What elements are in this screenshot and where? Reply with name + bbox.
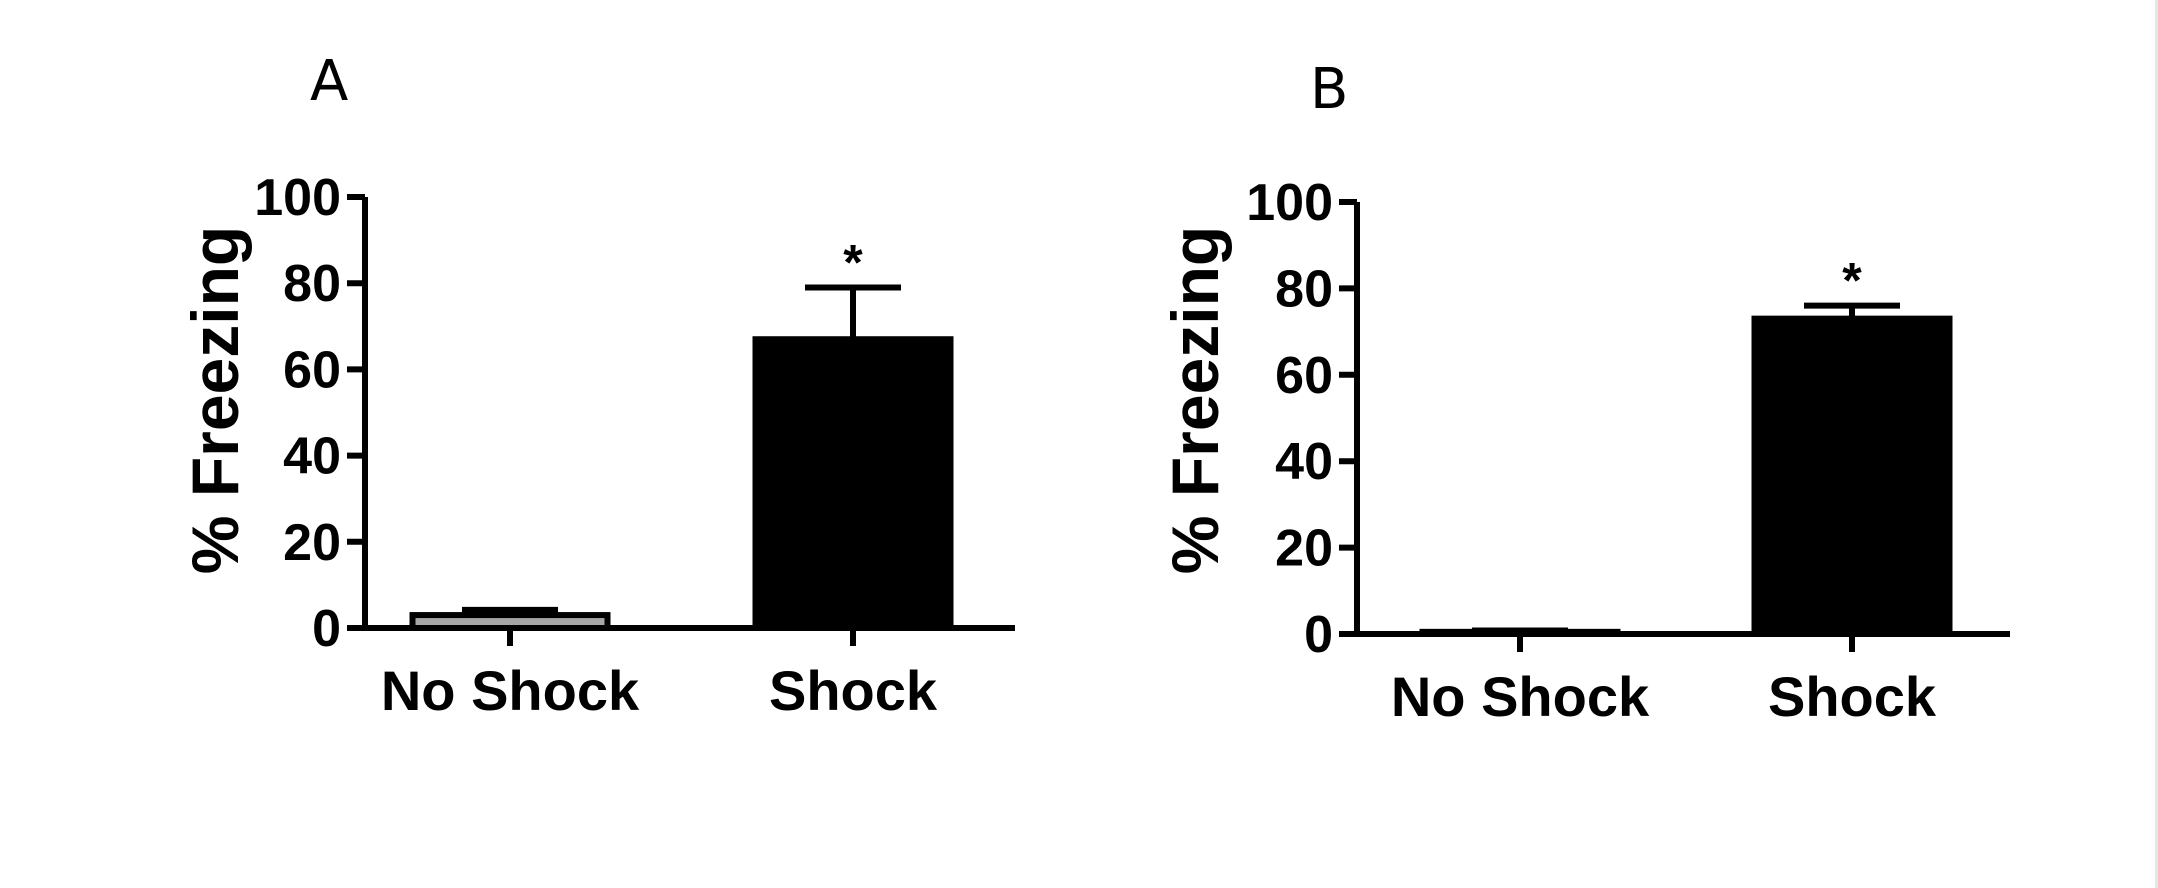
panel-b: B % Freezing No Shock * Shock 0 20 40 60 80 100 — [1158, 57, 2010, 728]
panel-a-bar-shock — [752, 336, 954, 631]
panel-b-letter: B — [1310, 57, 1348, 122]
panel-b-significance-marker: * — [1842, 253, 1862, 309]
panel-a-x-tick-label: No Shock — [381, 659, 640, 722]
panel-b-y-tick-label: 0 — [1304, 606, 1333, 664]
panel-b-x-tick-label: No Shock — [1391, 665, 1650, 728]
panel-b-y-tick-label: 20 — [1275, 520, 1333, 578]
panel-b-y-tick-label: 80 — [1275, 260, 1333, 318]
panel-b-y-tick-label: 40 — [1275, 433, 1333, 491]
panel-b-x-tick-label: Shock — [1768, 665, 1937, 728]
panel-a-y-tick-label: 0 — [312, 600, 341, 658]
panel-a-y-axis-title: % Freezing — [178, 226, 252, 574]
panel-b-y-tick-label: 100 — [1246, 174, 1333, 232]
panel-a-significance-marker: * — [843, 235, 863, 291]
page-edge-divider — [2155, 0, 2158, 888]
panel-b-y-tick-label: 60 — [1275, 347, 1333, 405]
panel-a-y-tick-label: 40 — [283, 428, 341, 486]
panel-a-y-tick-label: 80 — [283, 255, 341, 313]
panel-a: A % Freezing No Shock * Shock 0 20 40 60 80 100 — [178, 49, 1015, 722]
panel-a-x-tick-label: Shock — [769, 659, 938, 722]
panel-a-letter: A — [310, 49, 348, 114]
panel-a-y-tick-label: 60 — [283, 341, 341, 399]
panel-a-y-tick-label: 20 — [283, 514, 341, 572]
panel-a-y-tick-label: 100 — [254, 169, 341, 227]
panel-b-bar-shock — [1751, 315, 1953, 637]
panel-b-y-axis-title: % Freezing — [1158, 226, 1232, 574]
